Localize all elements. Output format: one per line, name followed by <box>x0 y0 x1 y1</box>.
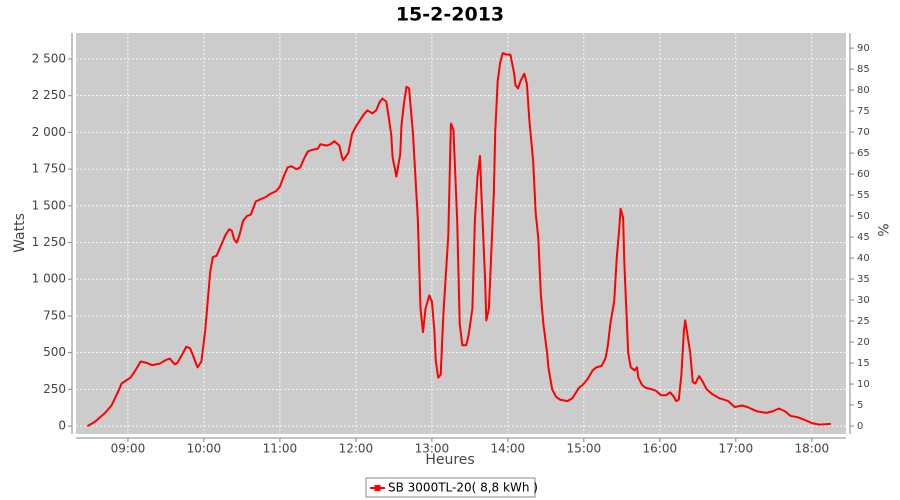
y2-tick-label: 20 <box>857 337 870 348</box>
y2-tick-label: 55 <box>857 190 870 201</box>
y2-tick-label: 90 <box>857 43 870 54</box>
y-tick-label: 500 <box>43 345 66 359</box>
x-tick-label: 18:00 <box>795 442 830 456</box>
y2-tick-label: 15 <box>857 358 870 369</box>
x-tick-label: 13:00 <box>415 442 450 456</box>
y-tick-label: 1 250 <box>32 235 66 249</box>
y2-tick-label: 80 <box>857 85 870 96</box>
y2-tick-label: 10 <box>857 379 870 390</box>
y-tick-label: 250 <box>43 382 66 396</box>
y-tick-label: 2 000 <box>32 125 66 139</box>
y-axis-label: Watts <box>12 213 28 253</box>
y2-tick-label: 50 <box>857 211 870 222</box>
x-tick-label: 10:00 <box>187 442 222 456</box>
y2-tick-label: 60 <box>857 169 870 180</box>
y2-tick-label: 65 <box>857 148 870 159</box>
y2-tick-label: 0 <box>857 421 863 432</box>
y-tick-label: 2 500 <box>32 51 66 65</box>
x-tick-label: 16:00 <box>643 442 678 456</box>
x-tick-label: 12:00 <box>339 442 374 456</box>
plot-area <box>76 33 846 434</box>
x-tick-label: 11:00 <box>263 442 298 456</box>
x-tick-label: 14:00 <box>491 442 526 456</box>
y2-tick-label: 30 <box>857 295 870 306</box>
y2-tick-label: 35 <box>857 274 870 285</box>
legend-marker <box>374 485 381 491</box>
x-axis-label: Heures <box>425 452 474 468</box>
y2-tick-label: 75 <box>857 106 870 117</box>
legend-label: SB 3000TL-20( 8,8 kWh ) <box>388 481 538 495</box>
chart-title: 15-2-2013 <box>396 4 504 26</box>
y-tick-label: 750 <box>43 308 66 322</box>
y2-tick-label: 70 <box>857 127 870 138</box>
y-tick-label: 1 500 <box>32 198 66 212</box>
y-tick-label: 2 250 <box>32 88 66 102</box>
y2-tick-label: 85 <box>857 64 870 75</box>
y2-tick-label: 45 <box>857 232 870 243</box>
y-tick-label: 1 000 <box>32 272 66 286</box>
x-tick-label: 15:00 <box>567 442 602 456</box>
y-tick-label: 1 750 <box>32 162 66 176</box>
x-tick-label: 09:00 <box>111 442 146 456</box>
data-line <box>86 52 831 427</box>
y-tick-label: 0 <box>58 419 66 433</box>
y2-tick-label: 25 <box>857 316 870 327</box>
x-tick-label: 17:00 <box>719 442 754 456</box>
y2-tick-label: 5 <box>857 400 863 411</box>
y2-axis-label: % <box>874 223 890 236</box>
y2-tick-label: 40 <box>857 253 870 264</box>
legend-box <box>365 477 536 498</box>
